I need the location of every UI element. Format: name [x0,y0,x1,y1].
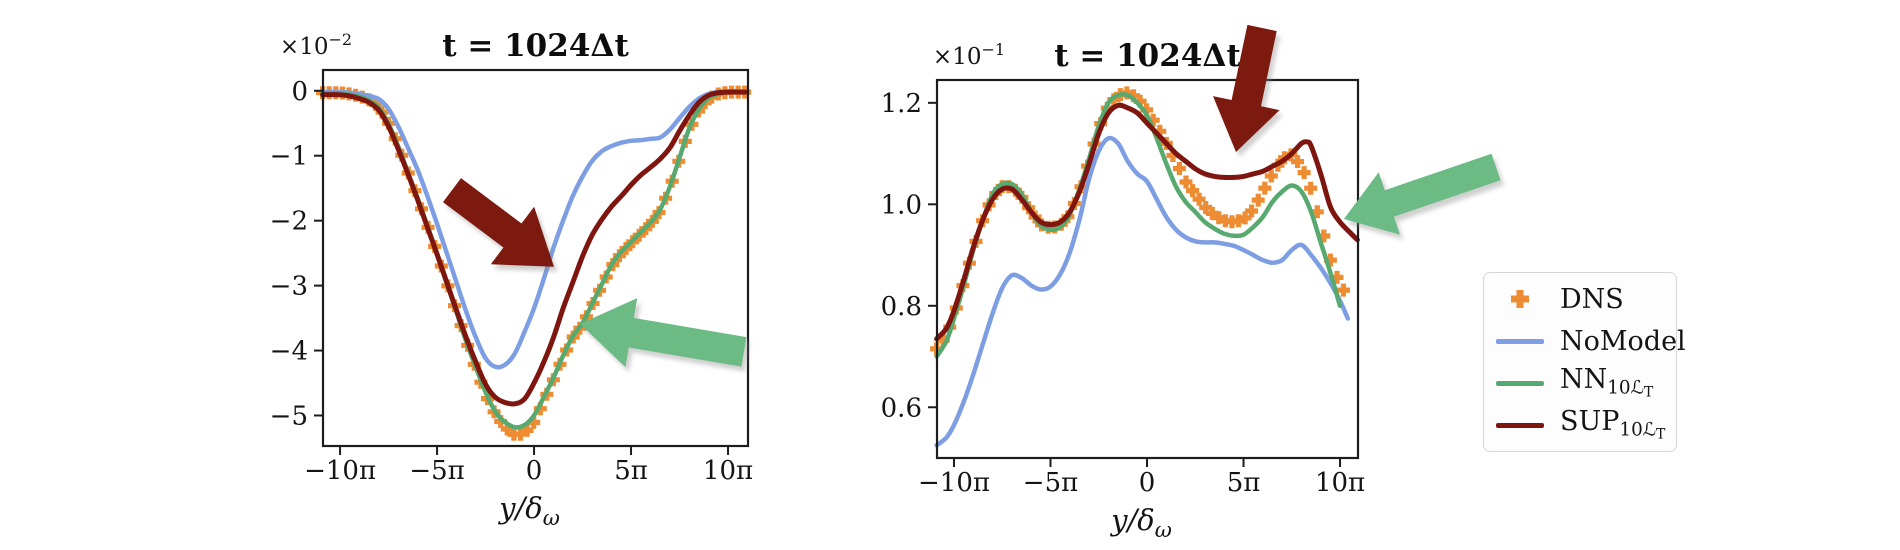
legend-item-nomodel: NoModel [1492,321,1686,361]
y-tick-label: −4 [270,337,308,367]
x-tick-label: 10π [703,456,753,486]
legend-label-nn: NN10ℒT [1560,364,1654,401]
series-sup-line [320,89,748,407]
plot-title: t = 1024Δt [1054,38,1241,74]
green-arrow-right-plot [1343,153,1501,235]
legend: DNS NoModel NN10ℒT SUP10ℒT [1483,272,1686,452]
axes-box [935,78,1360,460]
legend-label-dns: DNS [1560,283,1624,315]
y-axis-offset-text: ×10−2 [280,30,352,60]
line-sample-icon [1492,338,1548,344]
plus-marker-icon [1492,286,1548,312]
red-arrow-left-plot [443,178,554,267]
y-tick-label: 0 [291,77,308,107]
y-axis-offset-text: ×10−1 [933,40,1005,70]
x-tick-label: −10π [304,456,376,486]
line-sample-icon [1492,422,1548,428]
x-axis-label: y/δω [1109,503,1172,542]
legend-item-nn: NN10ℒT [1492,363,1672,403]
x-tick-label: 0 [526,456,543,486]
x-axis-label: y/δω [497,491,560,530]
x-tick-label: 0 [1139,468,1156,498]
green-arrow-left-plot [580,298,747,368]
y-tick-label: −3 [270,272,308,302]
plot-left: −10π −5π 0 5π 10π 0 −1 −2 −3 −4 −5 ×10−2 t = 1024Δt y… [270,28,753,530]
x-tick-label: 5π [1227,468,1261,498]
series-sup-line [934,102,1360,342]
legend-item-dns: DNS [1492,279,1672,319]
legend-item-sup: SUP10ℒT [1492,405,1672,445]
red-arrow-right-plot [1213,24,1280,152]
y-tick-label: 1.2 [881,89,922,119]
legend-label-nomodel: NoModel [1560,325,1686,357]
x-tick-label: −5π [409,456,464,486]
x-tick-label: −5π [1023,468,1078,498]
x-tick-label: −10π [918,468,990,498]
y-tick-label: 0.8 [881,292,922,322]
y-tick-label: −1 [270,142,308,172]
plot-title: t = 1024Δt [442,28,629,64]
axes-box [321,68,750,448]
series-nomodel-line [320,89,748,370]
series-nn-line [934,92,1343,359]
y-tick-label: −2 [270,207,308,237]
y-tick-label: 0.6 [881,393,922,423]
x-tick-label: 10π [1315,468,1365,498]
y-tick-label: 1.0 [881,190,922,220]
x-tick-label: 5π [614,456,648,486]
legend-label-sup: SUP10ℒT [1560,406,1666,443]
plot-right: −10π −5π 0 5π 10π 1.2 1.0 0.8 0.6 ×10−1 t = 1024Δt… [881,24,1504,542]
series-nomodel-line [934,135,1351,448]
line-sample-icon [1492,380,1548,386]
y-tick-label: −5 [270,401,308,431]
